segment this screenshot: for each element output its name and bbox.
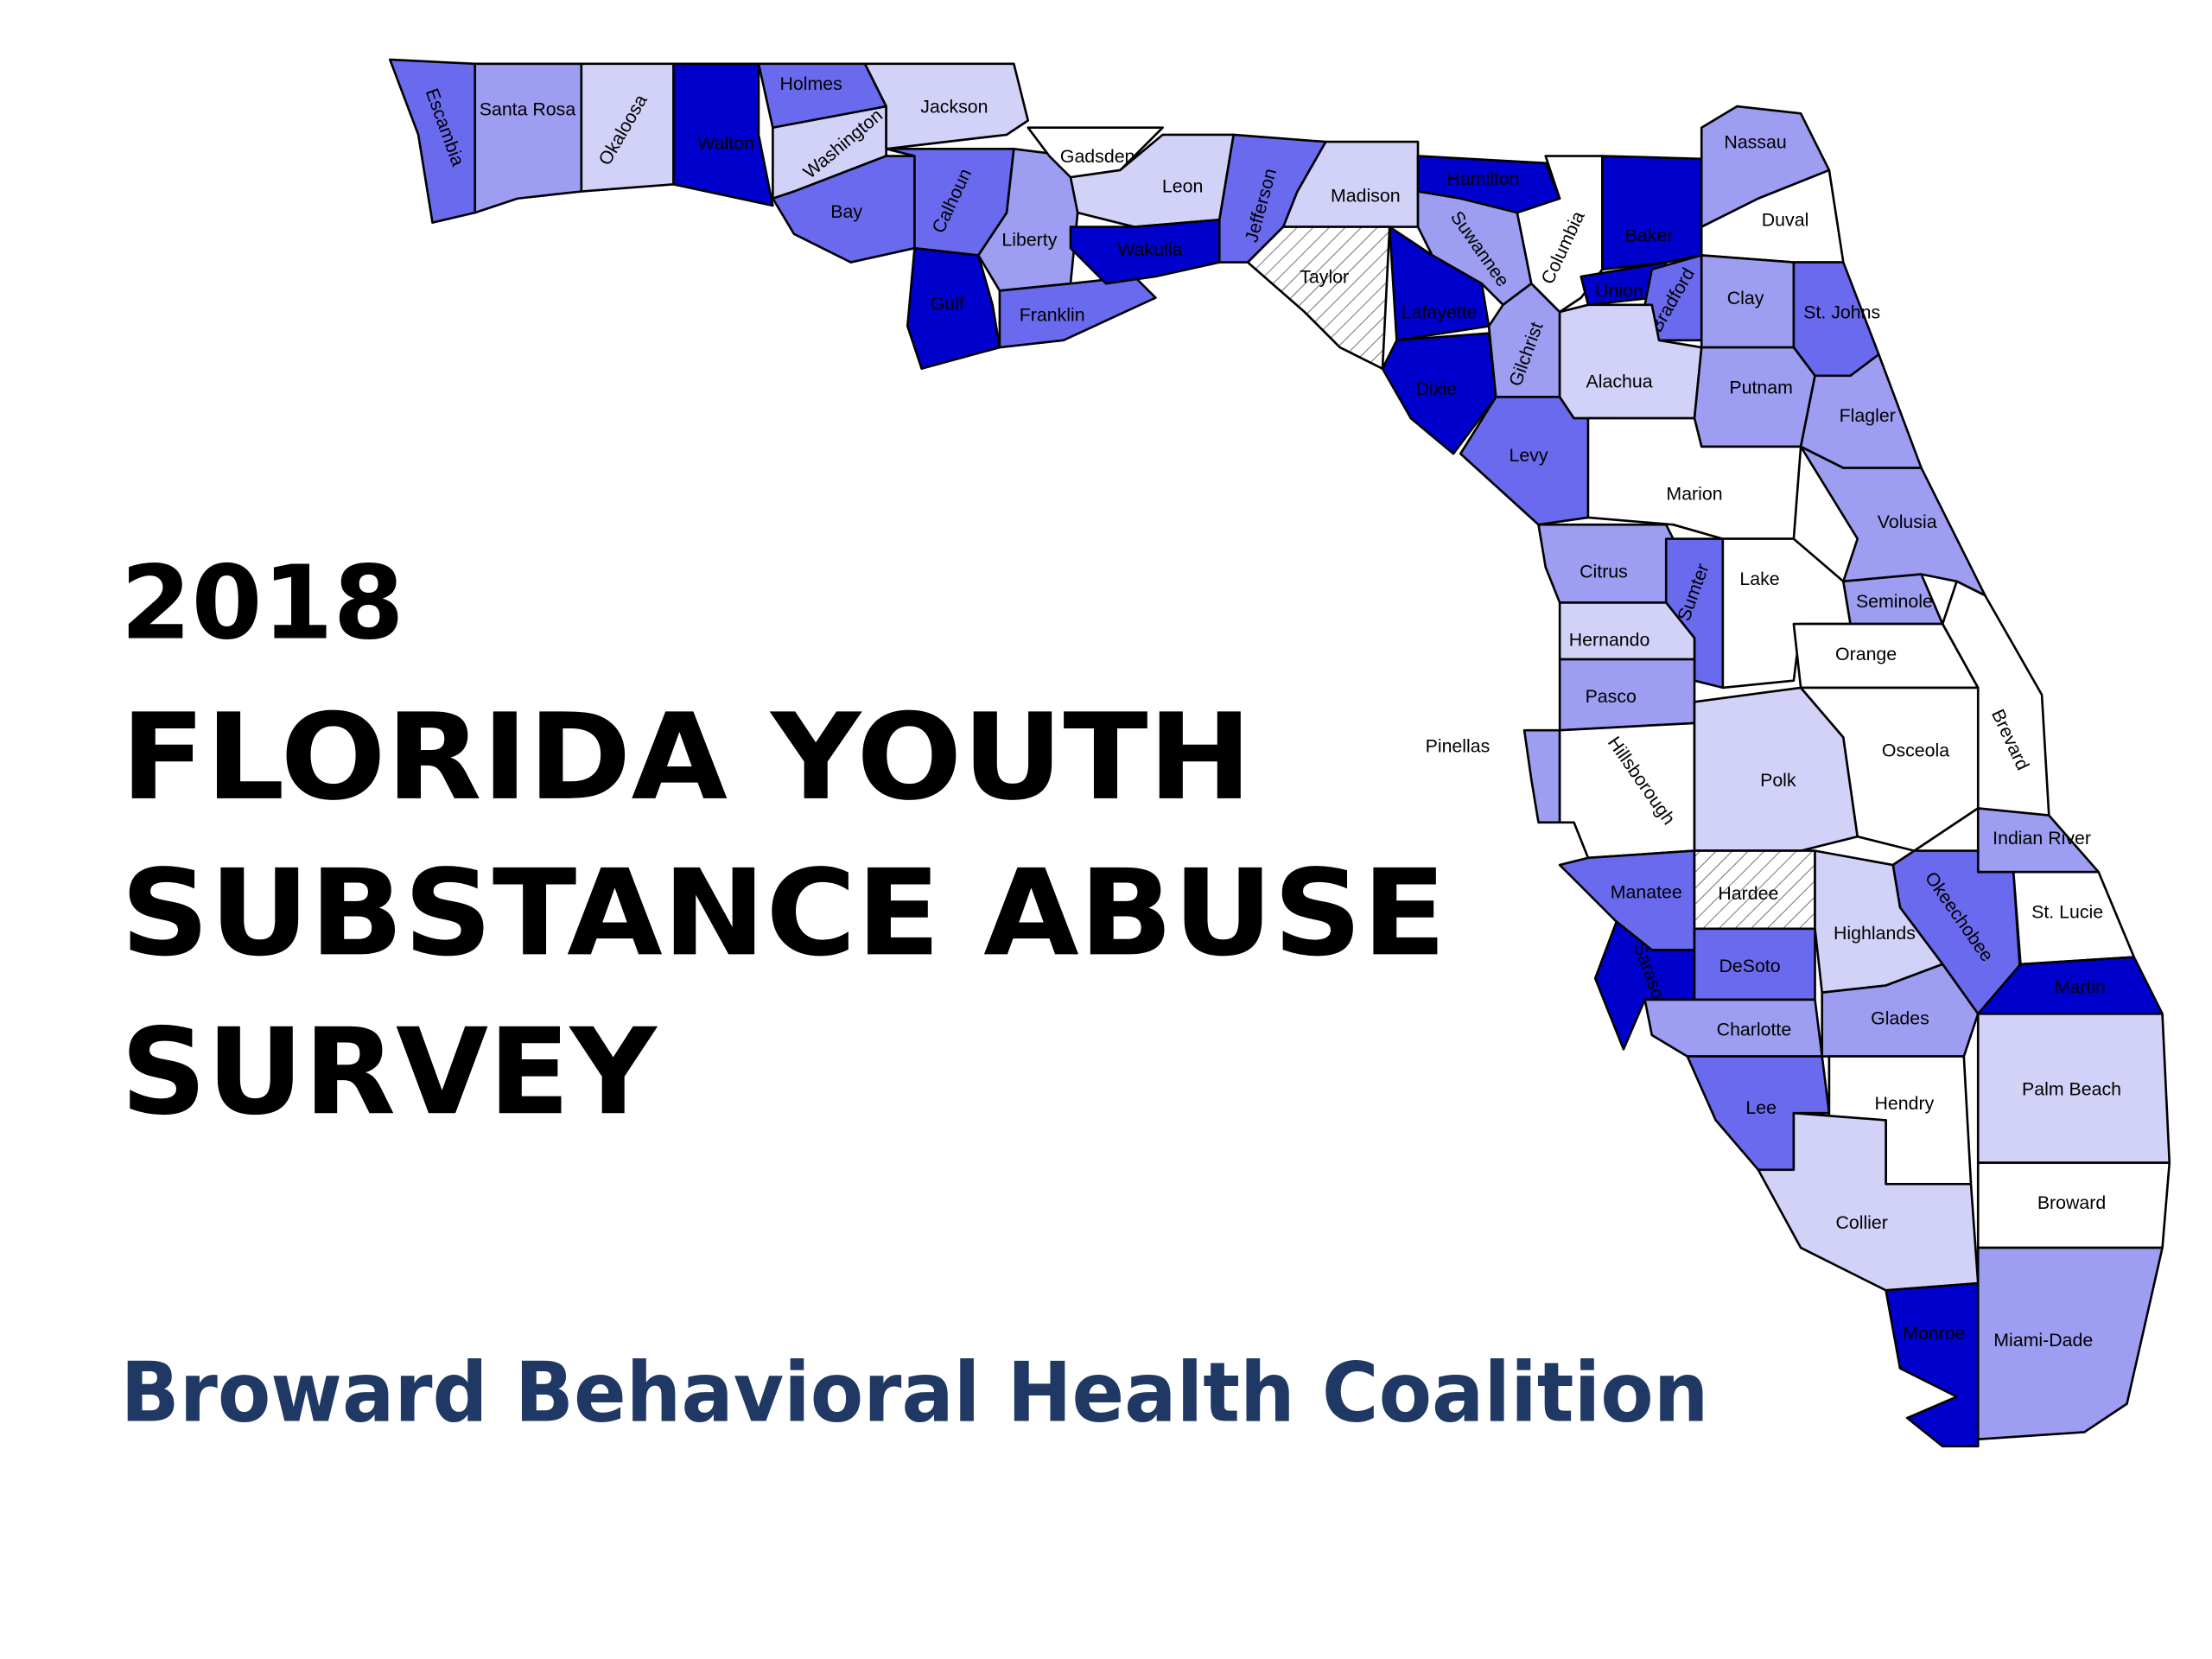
title-line: FLORIDA YOUTH bbox=[120, 688, 1252, 827]
county-label: Gulf bbox=[931, 293, 964, 314]
county-label: Clay bbox=[1727, 288, 1764, 308]
county-label: Lee bbox=[1745, 1097, 1777, 1118]
county bbox=[1757, 1111, 1980, 1292]
county bbox=[388, 58, 477, 224]
county bbox=[1246, 226, 1391, 370]
county-label: Hernando bbox=[1569, 629, 1650, 650]
county-label: Marion bbox=[1666, 483, 1722, 504]
county-label: Lake bbox=[1739, 569, 1779, 589]
county-label: Gadsden bbox=[1060, 146, 1135, 167]
county-label: Liberty bbox=[1001, 230, 1057, 251]
county-label: Bay bbox=[830, 201, 862, 222]
county bbox=[998, 275, 1157, 349]
county-label: St. Lucie bbox=[2031, 901, 2103, 922]
county-label: St. Johns bbox=[1803, 302, 1880, 322]
county-label: Broward bbox=[2037, 1192, 2106, 1213]
county-label: Hardee bbox=[1718, 883, 1778, 904]
county-label: Hamilton bbox=[1446, 168, 1519, 189]
county-label: Jackson bbox=[920, 96, 988, 117]
county-label: Palm Beach bbox=[2022, 1079, 2121, 1100]
county-label: Glades bbox=[1871, 1008, 1929, 1029]
county-label: Lafayette bbox=[1402, 302, 1478, 322]
county bbox=[1885, 1281, 1980, 1448]
county-label: Indian River bbox=[1993, 828, 2091, 849]
county-label: Putnam bbox=[1729, 377, 1793, 397]
county-label: Dixie bbox=[1416, 378, 1457, 399]
county-label: Collier bbox=[1835, 1212, 1887, 1233]
county-label: Holmes bbox=[780, 73, 842, 94]
county-label: Nassau bbox=[1724, 131, 1786, 152]
subtitle: Broward Behavioral Health Coalition bbox=[120, 1345, 1708, 1440]
county-label: Wakulla bbox=[1117, 239, 1182, 260]
county bbox=[1522, 728, 1561, 824]
county-label: Santa Rosa bbox=[480, 99, 576, 120]
county-label: Franklin bbox=[1020, 305, 1085, 326]
county-label: Union bbox=[1595, 281, 1643, 302]
county-label: Hendry bbox=[1875, 1093, 1935, 1114]
county-label: Pasco bbox=[1586, 686, 1637, 707]
county-label: Monroe bbox=[1903, 1323, 1965, 1344]
florida-map: Escambia Santa Rosa Okaloosa WaltonHolmesWa… bbox=[388, 58, 2171, 1448]
county bbox=[474, 62, 583, 214]
county-label: Flagler bbox=[1840, 405, 1896, 426]
county-label: Volusia bbox=[1878, 512, 1937, 532]
county bbox=[1558, 601, 1696, 661]
county-label: Madison bbox=[1331, 186, 1401, 207]
county-label: Walton bbox=[697, 133, 754, 154]
county-label: Alachua bbox=[1586, 372, 1653, 392]
county bbox=[672, 62, 774, 207]
title-line: SUBSTANCE ABUSE bbox=[120, 843, 1446, 982]
county-label: Charlotte bbox=[1717, 1020, 1792, 1040]
county-label: Miami-Dade bbox=[1993, 1330, 2093, 1351]
title-line: SURVEY bbox=[120, 1002, 658, 1141]
title-line: 2018 bbox=[120, 543, 404, 662]
county-label: Citrus bbox=[1580, 562, 1628, 582]
county-label: Highlands bbox=[1834, 923, 1916, 944]
county bbox=[1976, 1246, 2164, 1440]
county-label: Osceola bbox=[1882, 740, 1949, 760]
county-label: Orange bbox=[1835, 644, 1897, 664]
county-label: Levy bbox=[1509, 445, 1548, 466]
county-label: Duval bbox=[1762, 210, 1809, 231]
county bbox=[1069, 219, 1221, 285]
county-label: Baker bbox=[1625, 226, 1674, 246]
county bbox=[1601, 155, 1703, 271]
county bbox=[863, 62, 1030, 150]
county-label: Taylor bbox=[1300, 266, 1349, 287]
county-label: Polk bbox=[1760, 770, 1796, 791]
county-label: DeSoto bbox=[1719, 956, 1780, 976]
county-label: Leon bbox=[1162, 175, 1203, 196]
county-label: Manatee bbox=[1611, 881, 1682, 902]
county-label: Pinellas bbox=[1426, 735, 1491, 756]
county bbox=[1388, 226, 1491, 342]
county-label: Seminole bbox=[1856, 591, 1933, 612]
county bbox=[1643, 254, 1703, 342]
county-label: Martin bbox=[2055, 976, 2106, 997]
